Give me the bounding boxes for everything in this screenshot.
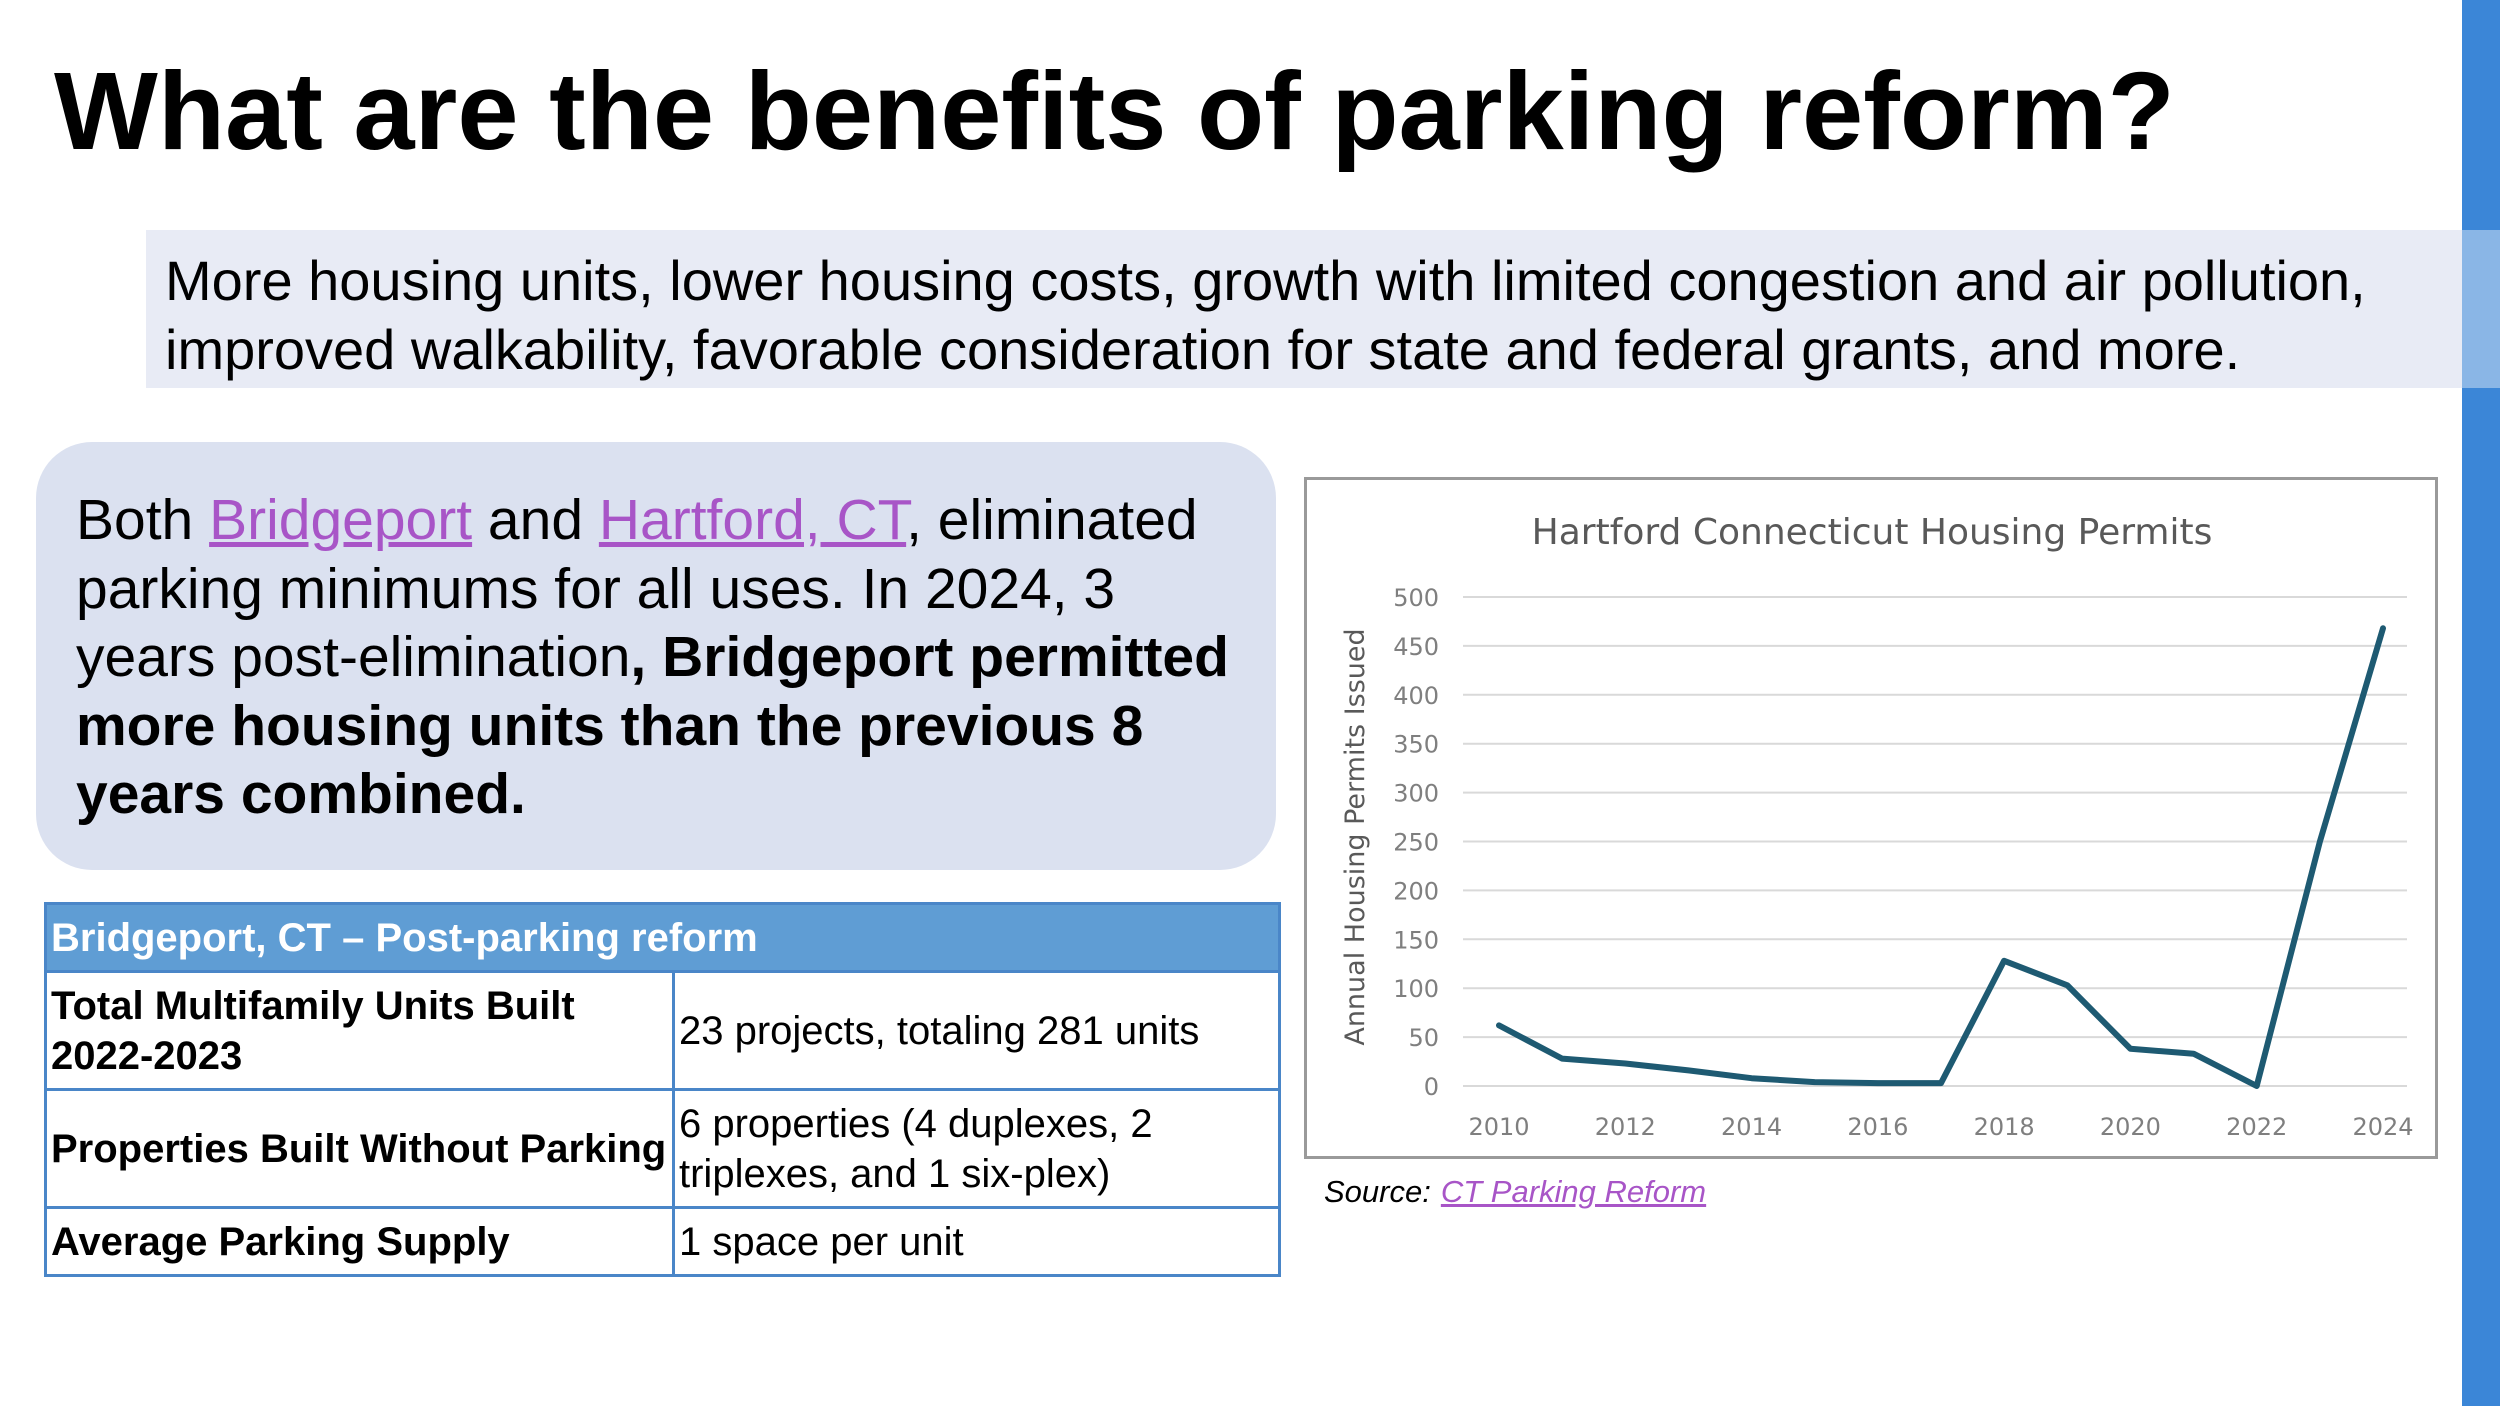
callout-box: Both Bridgeport and Hartford, CT, elimin… xyxy=(36,442,1276,870)
table-row: Average Parking Supply 1 space per unit xyxy=(44,1206,1281,1277)
chart-frame: 0 50 100 150 200 250 300 350 400 450 500 2010 2012 2… xyxy=(1304,477,2438,1159)
y-tick-label: 300 xyxy=(1393,780,1439,808)
y-axis-label: Annual Housing Permits Issued xyxy=(1340,628,1371,1045)
y-tick-label: 450 xyxy=(1393,633,1439,661)
table-row: Total Multifamily Units Built 2022-2023 … xyxy=(44,970,1281,1091)
callout-text-both: Both xyxy=(76,488,210,552)
table-header: Bridgeport, CT – Post-parking reform xyxy=(44,902,1281,973)
y-tick-label: 100 xyxy=(1393,975,1439,1003)
x-tick-label: 2018 xyxy=(1974,1113,2035,1141)
y-tick-labels: 0 50 100 150 200 250 300 350 400 450 500 xyxy=(1393,584,1439,1101)
right-accent-bar xyxy=(2462,0,2500,1406)
x-tick-label: 2022 xyxy=(2226,1113,2287,1141)
table-row-value: 1 space per unit xyxy=(672,1206,1281,1277)
y-tick-label: 350 xyxy=(1393,731,1439,759)
y-tick-label: 400 xyxy=(1393,682,1439,710)
hartford-link[interactable]: Hartford, CT xyxy=(598,488,907,552)
source-label: Source: xyxy=(1324,1174,1431,1209)
callout-text-bold: , Bridgeport permitted more housing unit… xyxy=(76,625,1229,826)
slide-title: What are the benefits of parking reform? xyxy=(54,50,2175,173)
table-row: Properties Built Without Parking 6 prope… xyxy=(44,1088,1281,1209)
table-row-label: Average Parking Supply xyxy=(44,1206,675,1277)
source-note: Source: CT Parking Reform xyxy=(1324,1172,1706,1212)
table-row-value: 23 projects, totaling 281 units xyxy=(672,970,1281,1091)
x-tick-label: 2016 xyxy=(1847,1113,1908,1141)
x-tick-labels: 2010 2012 2014 2016 2018 2020 2022 2024 xyxy=(1468,1113,2413,1141)
x-tick-label: 2014 xyxy=(1721,1113,1782,1141)
x-tick-label: 2024 xyxy=(2352,1113,2413,1141)
chart-title: Hartford Connecticut Housing Permits xyxy=(1532,512,2213,553)
series-group xyxy=(1496,625,2386,1089)
bridgeport-link[interactable]: Bridgeport xyxy=(209,488,473,552)
callout-text: Both Bridgeport and Hartford, CT, elimin… xyxy=(76,486,1246,829)
x-tick-label: 2012 xyxy=(1595,1113,1656,1141)
x-tick-label: 2020 xyxy=(2100,1113,2161,1141)
y-tick-label: 250 xyxy=(1393,829,1439,857)
callout-text-rest: , eliminated parking minimums for all us… xyxy=(76,488,1198,689)
table-row-label: Total Multifamily Units Built 2022-2023 xyxy=(44,970,675,1091)
y-tick-label: 200 xyxy=(1393,877,1439,905)
series-line-0 xyxy=(1496,625,2386,1089)
y-tick-label: 50 xyxy=(1408,1024,1439,1052)
subtitle-text: More housing units, lower housing costs,… xyxy=(165,249,2366,381)
table-row-label: Properties Built Without Parking xyxy=(44,1088,675,1209)
x-tick-label: 2010 xyxy=(1468,1113,1529,1141)
subtitle-box: More housing units, lower housing costs,… xyxy=(146,230,2462,388)
table-header-row: Bridgeport, CT – Post-parking reform xyxy=(44,902,1281,973)
y-tick-label: 0 xyxy=(1424,1073,1439,1101)
ct-parking-reform-link[interactable]: CT Parking Reform xyxy=(1440,1174,1707,1209)
y-tick-label: 150 xyxy=(1393,926,1439,954)
callout-text-and: and xyxy=(472,488,599,552)
y-tick-label: 500 xyxy=(1393,584,1439,612)
bridgeport-stats-table: Bridgeport, CT – Post-parking reform Tot… xyxy=(44,902,1281,1277)
table-row-value: 6 properties (4 duplexes, 2 triplexes, a… xyxy=(672,1088,1281,1209)
chart-grid xyxy=(1463,596,2407,1087)
right-accent-bar-highlight xyxy=(2462,230,2500,388)
